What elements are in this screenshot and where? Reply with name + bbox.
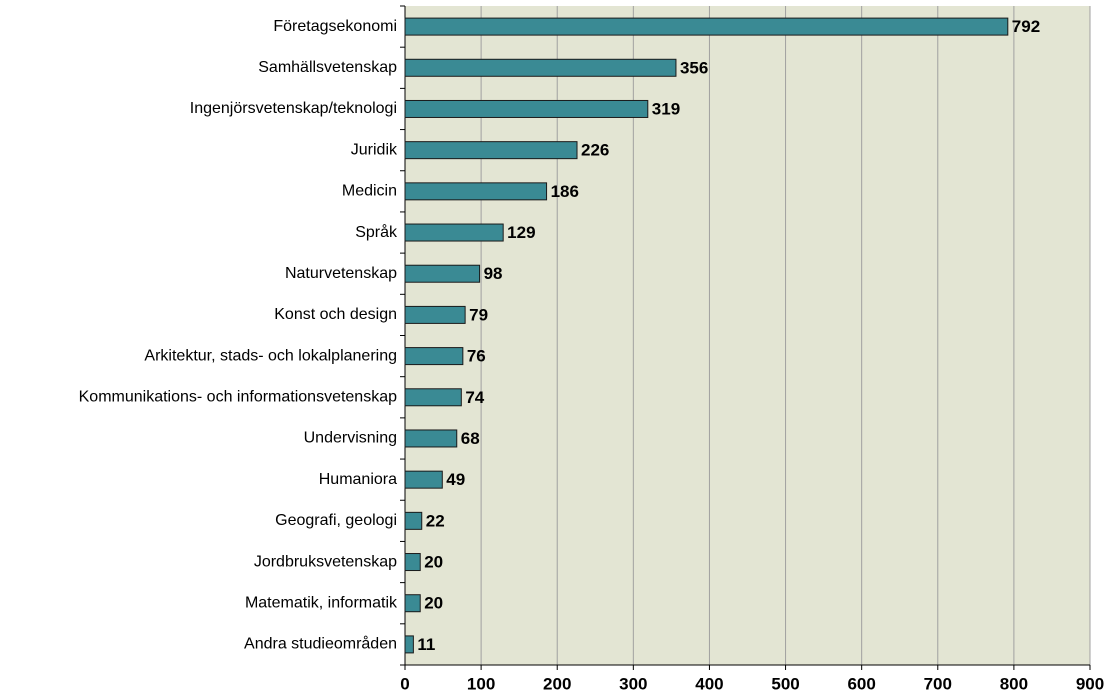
value-label: 356 <box>680 58 708 77</box>
bar <box>404 429 458 448</box>
x-tick-label: 200 <box>543 674 571 693</box>
y-tick-label: Arkitektur, stads- och lokalplanering <box>144 347 397 364</box>
bar <box>404 264 481 283</box>
y-tick-label: Kommunikations- och informationsvetenska… <box>79 389 397 406</box>
bar <box>404 58 677 77</box>
x-tick-label: 300 <box>619 674 647 693</box>
x-tick-label: 800 <box>1000 674 1028 693</box>
y-tick-label: Företagsekonomi <box>273 18 397 35</box>
bar <box>404 182 548 201</box>
bar <box>404 141 578 160</box>
y-tick-label: Juridik <box>351 141 398 158</box>
value-label: 79 <box>469 305 488 324</box>
value-label: 20 <box>424 553 443 572</box>
y-tick-label: Naturvetenskap <box>285 265 397 282</box>
y-tick-label: Jordbruksvetenskap <box>254 553 397 570</box>
bar <box>404 470 443 489</box>
y-tick-label: Andra studieområden <box>244 635 397 653</box>
value-label: 11 <box>417 635 435 654</box>
bar <box>404 511 423 530</box>
x-tick-label: 400 <box>695 674 723 693</box>
bar <box>404 388 462 407</box>
x-tick-label: 700 <box>924 674 952 693</box>
bar <box>404 305 466 324</box>
bar <box>404 635 414 654</box>
x-tick-label: 100 <box>467 674 495 693</box>
y-tick-label: Undervisning <box>304 430 397 447</box>
value-label: 319 <box>652 99 680 118</box>
x-tick-label: 600 <box>847 674 875 693</box>
value-label: 186 <box>551 182 579 201</box>
bar <box>404 594 421 613</box>
value-label: 22 <box>426 511 445 530</box>
x-tick-label: 900 <box>1076 674 1104 693</box>
x-tick-label: 0 <box>400 674 409 693</box>
value-label: 68 <box>461 429 480 448</box>
value-label: 49 <box>446 470 465 489</box>
x-tick-label: 500 <box>771 674 799 693</box>
bar <box>404 17 1009 36</box>
y-tick-label: Humaniora <box>319 471 397 488</box>
y-tick-label: Ingenjörsvetenskap/teknologi <box>190 100 397 117</box>
value-label: 226 <box>581 141 609 160</box>
y-tick-label: Medicin <box>342 183 397 200</box>
y-tick-label: Samhällsvetenskap <box>258 59 397 76</box>
bar <box>404 553 421 572</box>
value-label: 98 <box>484 264 503 283</box>
value-label: 20 <box>424 594 443 613</box>
y-tick-label: Konst och design <box>274 306 397 323</box>
value-label: 792 <box>1012 17 1040 36</box>
value-label: 129 <box>507 223 535 242</box>
value-label: 76 <box>467 347 486 366</box>
value-label: 74 <box>465 388 484 407</box>
y-tick-label: Matematik, informatik <box>245 594 398 611</box>
bar <box>404 347 464 366</box>
bar <box>404 99 649 118</box>
bar <box>404 223 504 242</box>
y-tick-label: Geografi, geologi <box>275 512 397 529</box>
y-tick-label: Språk <box>355 223 398 241</box>
